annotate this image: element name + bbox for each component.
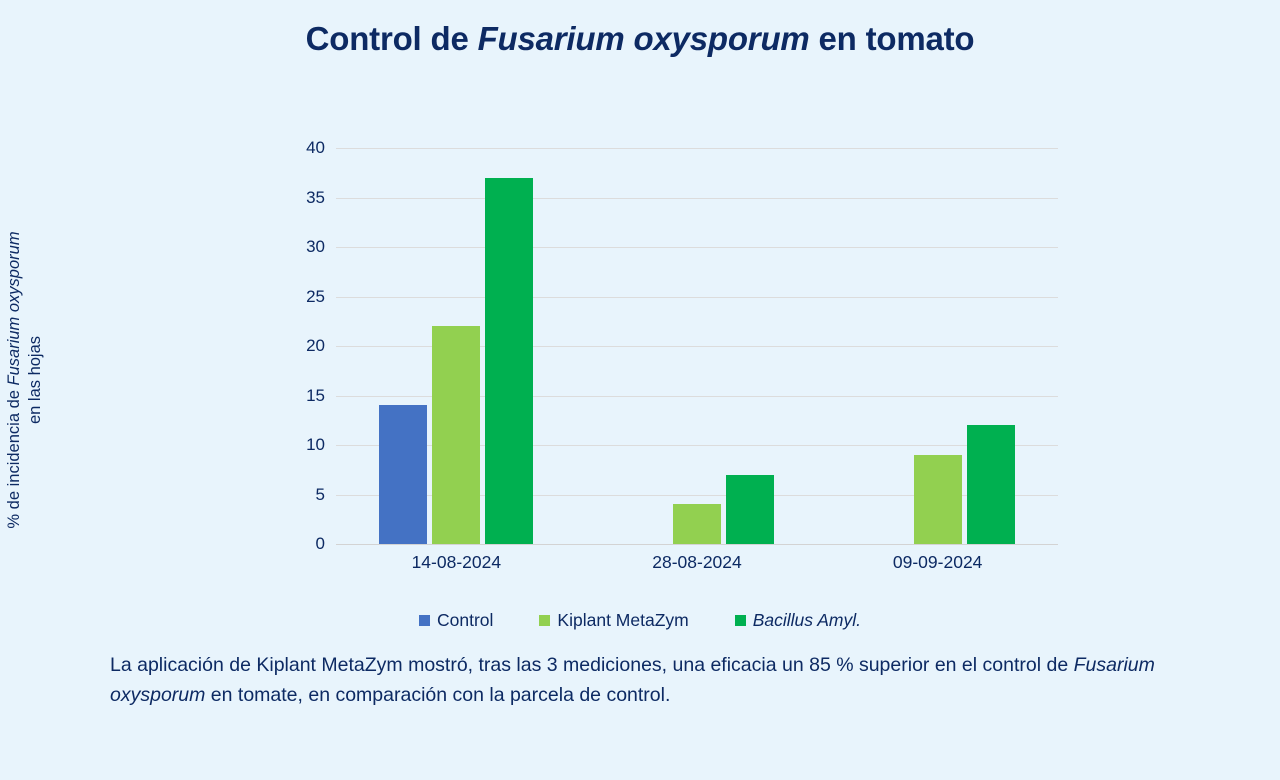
caption-part1: La aplicación de Kiplant MetaZym mostró,…	[110, 654, 1074, 676]
bar[interactable]	[966, 425, 1015, 544]
gridline	[336, 296, 1058, 298]
bar-chart: % de incidencia de Fusarium oxysporum en…	[0, 120, 1280, 610]
y-axis-title-prefix: % de incidencia de	[5, 385, 23, 529]
legend-label: Kiplant MetaZym	[557, 610, 689, 630]
y-axis-tick-label: 0	[315, 534, 325, 553]
gridline	[336, 247, 1058, 248]
caption-part2: en tomate, en comparación con la parcela…	[205, 684, 671, 706]
chart-caption: La aplicación de Kiplant MetaZym mostró,…	[110, 650, 1180, 710]
gridline	[336, 395, 1058, 397]
x-axis-tick-label: 14-08-2024	[411, 552, 502, 572]
y-axis-tick-label: 10	[306, 435, 325, 454]
gridline	[336, 494, 1058, 496]
y-axis-tick-label: 40	[306, 138, 325, 157]
bar[interactable]	[485, 177, 534, 544]
chart-legend: Control Kiplant MetaZym Bacillus Amyl.	[0, 610, 1280, 631]
title-suffix: en tomato	[809, 20, 975, 57]
y-axis-tick-label: 5	[315, 484, 325, 504]
x-axis-tick-label: 09-09-2024	[892, 552, 983, 572]
page-title: Control de Fusarium oxysporum en tomato	[0, 20, 1280, 58]
bar[interactable]	[379, 405, 428, 544]
bar[interactable]	[726, 474, 774, 544]
y-axis-tick-label: 15	[306, 385, 325, 405]
gridline	[336, 197, 1058, 199]
gridline	[336, 544, 1058, 545]
title-prefix: Control de	[305, 20, 478, 57]
legend-item[interactable]: Bacillus Amyl.	[734, 610, 861, 631]
bar[interactable]	[913, 454, 962, 544]
legend-item[interactable]: Control	[419, 610, 493, 631]
title-species: Fusarium oxysporum	[477, 20, 810, 57]
x-axis-tick-label: 28-08-2024	[652, 552, 742, 572]
y-axis-tick-label: 25	[306, 286, 325, 306]
y-axis-title: % de incidencia de Fusarium oxysporum en…	[0, 160, 55, 600]
gridline	[336, 445, 1058, 446]
y-axis-tick-label: 30	[306, 237, 325, 256]
plot-area: 0 5 10 15 20 25 30 35 40 14-08-2024 28-08-2024 09-0…	[306, 138, 1058, 572]
gridline	[336, 148, 1058, 149]
legend-label: Control	[437, 610, 494, 630]
y-axis-title-line1: % de incidencia de Fusarium oxysporum	[4, 231, 25, 528]
y-axis-tick-label: 20	[306, 336, 325, 355]
legend-item[interactable]: Kiplant MetaZym	[539, 610, 689, 631]
legend-swatch-icon	[734, 615, 746, 626]
legend-swatch-icon	[419, 615, 430, 626]
legend-label: Bacillus Amyl.	[752, 610, 861, 630]
y-axis-title-line2: en las hojas	[26, 335, 44, 425]
caption-species: Fusarium oxysporum	[110, 654, 1155, 706]
bar[interactable]	[432, 326, 481, 544]
bar[interactable]	[673, 504, 721, 544]
y-axis-tick-label: 35	[306, 187, 325, 207]
y-axis-title-species: Fusarium oxysporum	[5, 231, 23, 386]
legend-swatch-icon	[539, 615, 551, 626]
gridline	[336, 346, 1058, 347]
